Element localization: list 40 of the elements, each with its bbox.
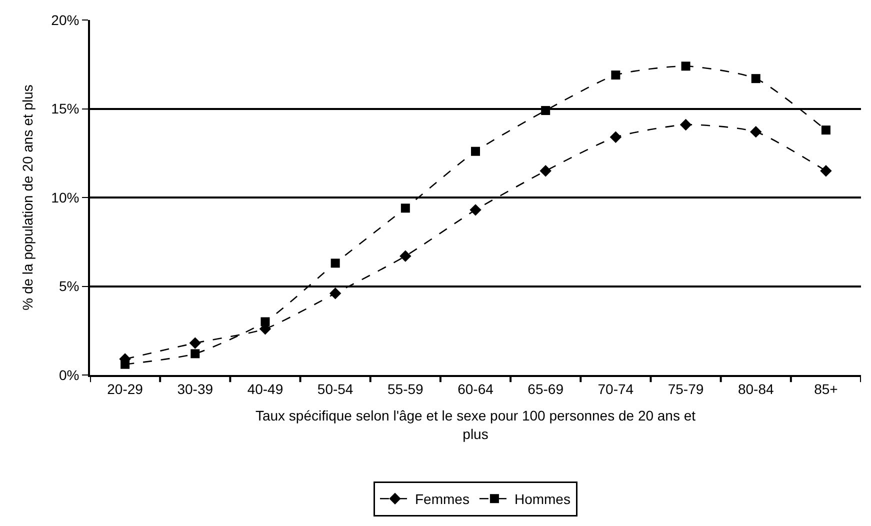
x-tick-label: 20-29 <box>107 380 144 397</box>
y-tick-label: 0% <box>58 366 80 383</box>
point <box>400 204 410 213</box>
point <box>680 118 692 131</box>
legend-label: Hommes <box>514 491 570 508</box>
point <box>120 360 130 369</box>
x-tick-label: 40-49 <box>247 380 284 397</box>
y-tick-label: 15% <box>51 100 80 117</box>
point <box>610 131 622 143</box>
point <box>400 250 412 262</box>
y-axis-title: % de la population de 20 ans et plus <box>19 84 36 310</box>
y-tick-label: 5% <box>58 278 80 294</box>
point <box>189 337 201 349</box>
x-axis-title: Taux spécifique selon l'âge et le sexe pour 100 personnes de 20 ans et plus <box>255 408 696 442</box>
x-tick-label: 30-39 <box>177 380 214 397</box>
x-tick-label: 85+ <box>814 380 838 397</box>
point <box>540 165 552 177</box>
y-tick-label: 20% <box>51 12 80 28</box>
legend-label: Femmes <box>415 491 470 508</box>
point <box>190 349 200 358</box>
point <box>611 70 620 80</box>
point <box>541 106 550 116</box>
point <box>751 74 760 84</box>
point <box>260 317 270 326</box>
y-tick-label: 10% <box>51 189 80 206</box>
point <box>681 62 690 71</box>
point <box>329 288 342 300</box>
point <box>330 258 340 268</box>
point <box>750 126 762 138</box>
x-tick-label: 50-54 <box>317 380 354 397</box>
x-tick-label: 70-74 <box>598 380 634 397</box>
point <box>820 165 832 177</box>
point <box>470 204 482 216</box>
x-tick-label: 75-79 <box>668 380 704 397</box>
x-tick-label: 80-84 <box>738 380 774 397</box>
x-tick-label: 60-64 <box>458 380 494 397</box>
point <box>821 126 830 135</box>
x-tick-label: 65-69 <box>528 380 564 397</box>
x-tick-label: 55-59 <box>388 380 424 397</box>
point <box>471 146 480 156</box>
